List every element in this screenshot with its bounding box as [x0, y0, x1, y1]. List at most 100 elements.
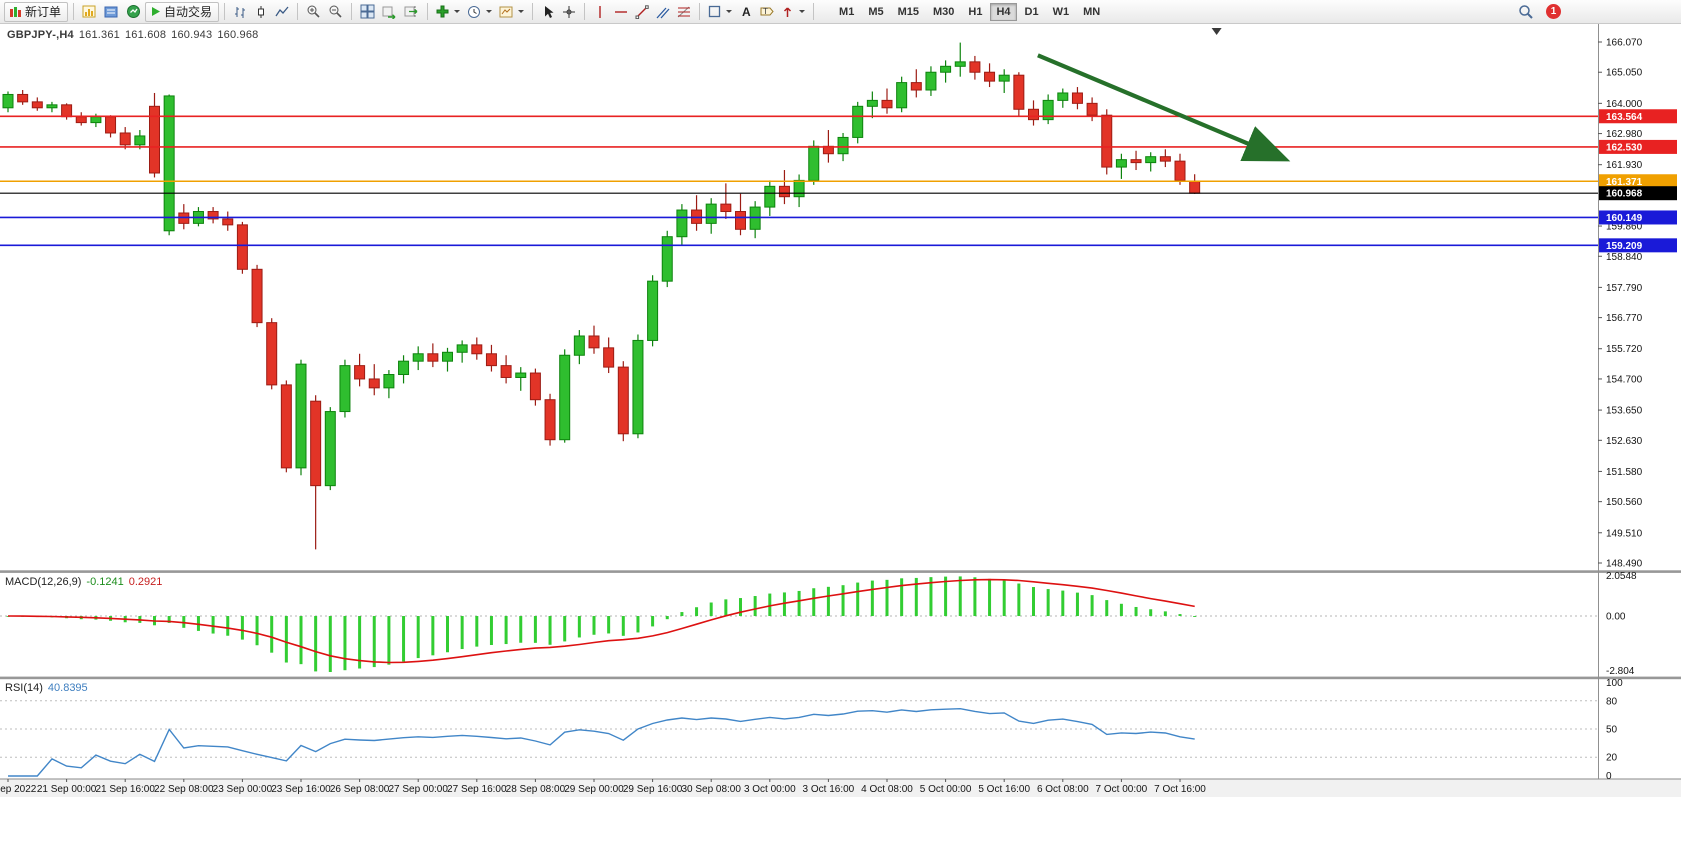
chart-canvas[interactable]: 166.070 165.050 164.000 162.980 161.930 159.8… — [0, 24, 1681, 851]
shapes-button[interactable] — [705, 2, 735, 22]
macd-histogram-bar — [973, 577, 977, 617]
line-chart-button[interactable] — [272, 2, 292, 22]
panel-separator[interactable] — [0, 570, 1681, 573]
timeframe-button-m5[interactable]: M5 — [862, 3, 889, 21]
macd-histogram-bar — [724, 599, 728, 617]
macd-histogram-bar — [812, 588, 816, 617]
notification-badge[interactable]: 1 — [1546, 4, 1561, 19]
macd-histogram-bar — [636, 616, 640, 633]
trendline-button[interactable] — [632, 2, 652, 22]
horizontal-line-button[interactable] — [611, 2, 631, 22]
panel-separator[interactable] — [0, 676, 1681, 680]
candle — [90, 116, 102, 124]
trend-arrow[interactable] — [1037, 53, 1291, 162]
vertical-line-button[interactable] — [590, 2, 610, 22]
text-button[interactable]: A — [736, 2, 756, 22]
rsi-value: 40.8395 — [47, 682, 88, 694]
timeframe-button-w1[interactable]: W1 — [1047, 3, 1076, 21]
candlestick-button[interactable] — [251, 2, 271, 22]
chart-shift-button[interactable] — [401, 2, 422, 22]
chart-window[interactable]: 166.070 165.050 164.000 162.980 161.930 159.8… — [0, 24, 1681, 851]
tile-windows-button[interactable] — [357, 2, 378, 22]
svg-text:162.530: 162.530 — [1606, 142, 1643, 153]
new-order-button[interactable]: 新订单 — [4, 1, 69, 22]
timeframe-button-d1[interactable]: D1 — [1019, 3, 1045, 21]
svg-text:21 Sep 16:00: 21 Sep 16:00 — [95, 784, 155, 795]
macd-histogram-bar — [885, 579, 889, 617]
price-axis[interactable]: 166.070 165.050 164.000 162.980 161.930 159.8… — [1598, 38, 1643, 570]
svg-text:160.968: 160.968 — [1606, 189, 1643, 200]
macd-histogram-bar — [739, 598, 742, 617]
candle — [603, 347, 615, 368]
timeframe-button-m1[interactable]: M1 — [833, 3, 860, 21]
channel-button[interactable] — [653, 2, 673, 22]
svg-text:5 Oct 00:00: 5 Oct 00:00 — [920, 784, 972, 795]
periods-button[interactable] — [464, 2, 495, 22]
macd-histogram-bar — [592, 616, 596, 635]
profiles-button[interactable] — [101, 2, 122, 22]
candle — [1042, 99, 1054, 121]
macd-histogram-bar — [1105, 600, 1109, 617]
macd-histogram-bar — [372, 616, 376, 668]
templates-button[interactable] — [496, 2, 527, 22]
svg-text:159.860: 159.860 — [1606, 222, 1643, 233]
chart-high: 161.608 — [124, 29, 167, 41]
candle — [280, 384, 292, 469]
candle — [808, 145, 820, 181]
auto-scroll-button[interactable] — [379, 2, 400, 22]
macd-histogram-bar — [431, 616, 435, 656]
candle — [163, 95, 175, 232]
search-button[interactable] — [1515, 2, 1537, 22]
macd-histogram-bar — [1163, 611, 1167, 617]
timeframe-button-h1[interactable]: H1 — [962, 3, 988, 21]
candlestick-icon — [258, 5, 265, 18]
macd-histogram-bar — [226, 616, 230, 636]
zoom-out-button[interactable] — [325, 2, 346, 22]
svg-text:50: 50 — [1606, 725, 1618, 736]
crosshair-button[interactable] — [559, 2, 579, 22]
candle — [236, 224, 248, 270]
timeframe-button-mn[interactable]: MN — [1077, 3, 1106, 21]
bar-chart-button[interactable] — [230, 2, 250, 22]
arrows-button[interactable] — [778, 2, 808, 22]
candle — [925, 71, 937, 91]
timeframe-button-m30[interactable]: M30 — [927, 3, 960, 21]
cursor-button[interactable] — [538, 2, 558, 22]
macd-histogram-bar — [607, 616, 611, 634]
svg-text:26 Sep 08:00: 26 Sep 08:00 — [330, 784, 390, 795]
macd-histogram-bar — [328, 616, 332, 672]
svg-text:154.700: 154.700 — [1606, 374, 1643, 385]
fibonacci-button[interactable] — [674, 2, 694, 22]
auto-trading-button[interactable]: 自动交易 — [145, 1, 220, 22]
arrow-symbol-icon — [784, 7, 792, 17]
fibonacci-icon — [677, 6, 691, 17]
macd-histogram-bar — [856, 582, 860, 617]
candle — [251, 268, 263, 324]
candle — [573, 335, 585, 356]
cursor-icon — [544, 5, 554, 18]
rsi-line — [8, 707, 1195, 777]
candle — [222, 218, 234, 226]
svg-text:149.510: 149.510 — [1606, 528, 1643, 539]
timeframe-button-m15[interactable]: M15 — [892, 3, 925, 21]
candle — [500, 365, 512, 378]
new-chart-button[interactable] — [79, 2, 100, 22]
timeframe-button-h4[interactable]: H4 — [990, 2, 1017, 21]
macd-histogram-bar — [343, 616, 347, 671]
candle — [1013, 74, 1025, 110]
chart-shift-marker[interactable] — [1211, 28, 1222, 35]
svg-text:159.209: 159.209 — [1606, 241, 1643, 252]
market-watch-button[interactable] — [123, 2, 144, 22]
indicators-button[interactable] — [433, 2, 463, 22]
candle — [368, 378, 380, 389]
candle — [764, 185, 776, 208]
svg-text:100: 100 — [1606, 678, 1623, 689]
text-label-button[interactable]: T — [757, 2, 777, 22]
macd-histogram-bar — [475, 616, 479, 647]
macd-histogram-bar — [1032, 587, 1035, 617]
svg-text:153.650: 153.650 — [1606, 406, 1643, 417]
macd-histogram-bar — [1075, 592, 1079, 617]
main-toolbar: 新订单 自动交易 — [0, 0, 1681, 24]
zoom-in-button[interactable] — [303, 2, 324, 22]
time-axis[interactable] — [0, 779, 1681, 797]
